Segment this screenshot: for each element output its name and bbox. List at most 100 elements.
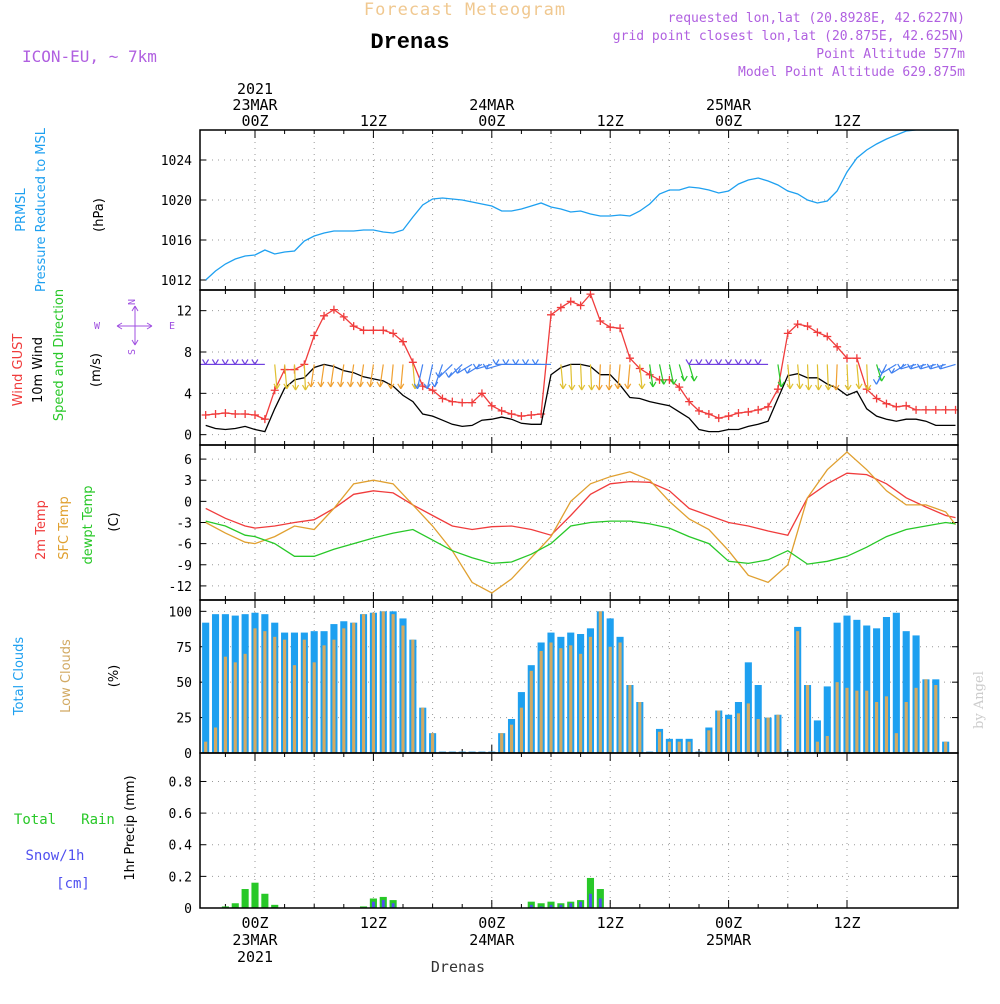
- wind-arrow: [627, 364, 631, 389]
- panel-3: 0 25 50 75 100: [169, 599, 959, 762]
- gust-point: [764, 402, 773, 411]
- low-cloud-bar: [835, 682, 839, 753]
- wind-arrow-head: [559, 383, 567, 390]
- ytick-label: -6: [176, 538, 192, 553]
- snow-bar: [539, 906, 543, 908]
- ytick-label: 12: [176, 305, 192, 320]
- total-cloud-bar: [882, 617, 891, 753]
- time-label-top: 24MAR: [469, 96, 515, 114]
- gust-point: [231, 410, 240, 418]
- low-cloud-bar: [638, 702, 642, 753]
- wind-arrow-head: [888, 367, 896, 374]
- wind-arrow-head: [211, 359, 219, 365]
- gust-point: [310, 331, 319, 340]
- gust-point: [507, 410, 516, 418]
- ytick-label: 0.8: [169, 775, 192, 790]
- wind-arrow-head: [805, 384, 813, 391]
- pressure-label-2: Pressure Reduced to MSL: [34, 127, 49, 292]
- low-cloud-bar: [598, 611, 602, 753]
- gust-point: [724, 412, 733, 421]
- wind-arrow-head: [685, 359, 693, 365]
- wind-arrow-head: [638, 383, 646, 390]
- low-cloud-bar: [736, 713, 741, 753]
- gust-point: [399, 337, 407, 346]
- gust-point: [852, 354, 861, 363]
- wind-arrow-head: [926, 363, 934, 370]
- gust-point: [448, 397, 457, 406]
- snow-bar: [589, 893, 592, 908]
- ytick-label: 100: [169, 605, 192, 620]
- wind-arrow: [416, 364, 424, 389]
- ytick-label: 1020: [161, 194, 192, 209]
- gust-point: [714, 414, 723, 423]
- gust-point: [596, 317, 605, 325]
- precip-rain: Rain: [81, 812, 115, 828]
- cloud-label-1: Total Clouds: [12, 637, 27, 717]
- rain-bar: [221, 906, 229, 908]
- gust-point: [497, 406, 506, 415]
- wind-arrow: [856, 364, 860, 389]
- low-cloud-bar: [371, 612, 375, 753]
- gust-point: [428, 386, 437, 395]
- gust-point: [566, 297, 575, 306]
- wind-arrow-head: [292, 384, 300, 391]
- precip-unit: 1hr Precip (mm): [123, 775, 138, 880]
- low-cloud-bar: [717, 710, 721, 753]
- low-cloud-bar: [500, 733, 504, 753]
- low-cloud-bar: [894, 733, 898, 753]
- gust-point: [458, 398, 467, 407]
- wind-arrow-head: [413, 383, 421, 390]
- low-cloud-bar: [855, 690, 859, 753]
- gust-point: [270, 386, 279, 395]
- station-title: Drenas: [370, 30, 449, 55]
- wind-arrow-head: [777, 381, 785, 388]
- wind-arrow: [598, 364, 601, 391]
- wind-arrow-head: [690, 375, 698, 382]
- snow-bar: [391, 903, 395, 908]
- gridpoint-coords: grid point closest lon,lat (20.875E, 42.…: [613, 29, 965, 44]
- wind-arrow: [303, 364, 307, 391]
- low-cloud-bar: [588, 636, 593, 753]
- wind-arrow-head: [588, 384, 596, 391]
- compass-s: S: [127, 349, 138, 355]
- low-cloud-bar: [687, 741, 691, 753]
- rain-bar: [231, 903, 239, 908]
- wind-arrow-head: [568, 384, 576, 391]
- ytick-label: 0.2: [169, 870, 192, 885]
- panel-plot-1: [193, 290, 958, 433]
- wind-arrow-head: [337, 381, 345, 388]
- low-cloud-bar: [361, 614, 366, 753]
- cloud-unit: (%): [107, 665, 122, 688]
- wind-arrow: [434, 364, 444, 388]
- series-dewpt-temp: [205, 520, 956, 565]
- wind-arrow: [486, 363, 502, 370]
- gust-point: [517, 412, 526, 421]
- time-label-bottom: 24MAR: [469, 931, 515, 949]
- gust-point: [556, 303, 565, 312]
- wind-arrow-head: [936, 363, 944, 370]
- wind-arrow: [390, 364, 394, 389]
- snow-bar: [579, 901, 583, 908]
- rain-bar: [261, 893, 269, 908]
- wind-arrow-head: [202, 359, 210, 365]
- wind-arrow-head: [435, 372, 443, 378]
- wind-arrow-head: [431, 381, 439, 388]
- gust-point: [892, 402, 901, 411]
- total-cloud-bar: [211, 614, 220, 753]
- wind-arrow: [658, 364, 665, 385]
- time-label-top: 12Z: [360, 112, 387, 130]
- wind-arrow-head: [578, 384, 586, 391]
- ytick-label: 75: [176, 641, 192, 656]
- wind-arrow-head: [193, 359, 199, 364]
- wind-arrow-head: [301, 384, 309, 391]
- low-cloud-bar: [667, 741, 671, 753]
- low-cloud-bar: [411, 639, 415, 753]
- snow-bar: [371, 901, 375, 908]
- wind-arrow-head: [251, 359, 259, 365]
- low-cloud-bar: [391, 614, 395, 753]
- temp-label-1: 2m Temp: [34, 500, 49, 560]
- low-cloud-bar: [727, 719, 731, 753]
- wind-arrow-head: [695, 359, 703, 365]
